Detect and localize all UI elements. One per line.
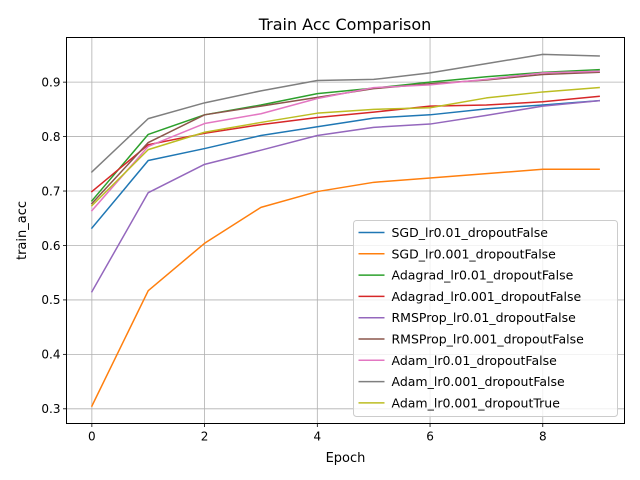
x-tick-label: 8 [539, 430, 547, 444]
ticks: 0 2 4 6 8 0.3 0.4 0.5 0.6 0.7 0.8 0.9 [41, 75, 546, 443]
legend-label: RMSProp_lr0.01_dropoutFalse [392, 310, 577, 325]
series-line [90, 99, 600, 293]
legend-label: Adagrad_lr0.001_dropoutFalse [392, 289, 582, 304]
series-line [90, 70, 600, 212]
y-tick-label: 0.5 [41, 293, 60, 307]
y-tick-label: 0.4 [41, 348, 60, 362]
legend-label: Adagrad_lr0.01_dropoutFalse [392, 268, 574, 283]
legend-label: Adam_lr0.01_dropoutFalse [392, 353, 558, 368]
y-tick-label: 0.8 [41, 130, 60, 144]
y-tick-label: 0.6 [41, 239, 60, 253]
y-tick-label: 0.7 [41, 184, 60, 198]
x-axis-label: Epoch [326, 451, 366, 466]
series-line [90, 68, 600, 202]
series-line [90, 95, 600, 193]
legend: SGD_lr0.01_dropoutFalse SGD_lr0.001_dropo… [353, 220, 618, 417]
x-tick-label: 0 [88, 430, 96, 444]
legend-box [353, 220, 618, 417]
series-line [90, 53, 600, 174]
x-tick-label: 4 [313, 430, 321, 444]
legend-label: SGD_lr0.01_dropoutFalse [392, 225, 549, 240]
chart-title: Train Acc Comparison [258, 15, 432, 34]
series-line [90, 86, 600, 207]
x-tick-label: 2 [201, 430, 209, 444]
legend-label: Adam_lr0.001_dropoutTrue [392, 395, 561, 410]
legend-label: Adam_lr0.001_dropoutFalse [392, 374, 566, 389]
grid [66, 37, 625, 424]
series-line [90, 168, 600, 408]
plot-frame [66, 37, 625, 424]
series-lines [90, 53, 600, 408]
legend-label: SGD_lr0.001_dropoutFalse [392, 246, 557, 261]
legend-label: RMSProp_lr0.001_dropoutFalse [392, 332, 585, 347]
y-axis-label: train_acc [15, 201, 30, 260]
series-line [90, 99, 600, 230]
x-tick-label: 6 [426, 430, 434, 444]
y-tick-label: 0.9 [41, 75, 60, 89]
y-tick-label: 0.3 [41, 402, 60, 416]
